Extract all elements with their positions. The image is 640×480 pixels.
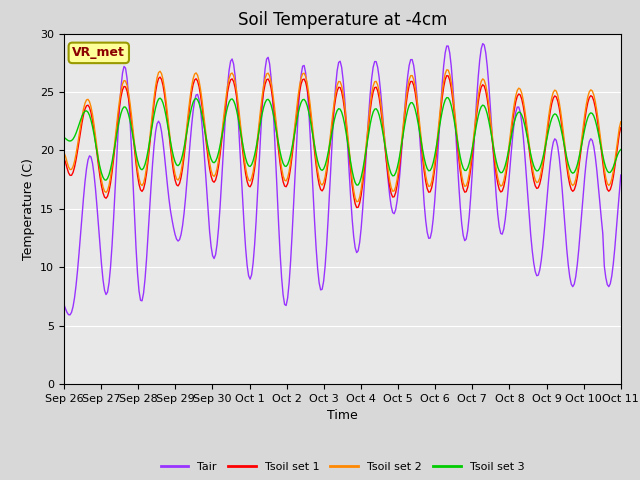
Tsoil set 1 [152,89,159,95]
Tsoil set 1 [248,181,255,187]
Tair [617,172,625,178]
Tsoil set 2 [131,142,138,147]
Tsoil set 3 [131,143,138,148]
X-axis label: Time: Time [327,409,358,422]
Tsoil set 1 [344,137,351,143]
Tsoil set 3 [60,134,68,140]
Tair [608,273,616,279]
Tsoil set 3 [617,147,625,153]
Title: Soil Temperature at -4cm: Soil Temperature at -4cm [237,11,447,29]
Tsoil set 3 [353,182,360,188]
Line: Tsoil set 2: Tsoil set 2 [64,70,621,202]
Tsoil set 1 [443,73,451,79]
Tsoil set 3 [443,95,451,100]
Tsoil set 1 [353,204,360,210]
Line: Tair: Tair [64,44,621,315]
Tsoil set 1 [472,124,479,130]
Tsoil set 2 [248,175,255,181]
Tair [479,41,486,47]
Tair [60,302,68,308]
Tsoil set 3 [248,162,255,168]
Tair [153,121,161,127]
Tsoil set 2 [443,67,451,73]
Tsoil set 3 [344,140,351,145]
Tsoil set 1 [617,125,625,131]
Line: Tsoil set 1: Tsoil set 1 [64,76,621,207]
Tair [346,169,353,175]
Tsoil set 2 [617,119,625,125]
Tsoil set 3 [472,129,479,134]
Tsoil set 2 [472,119,479,124]
Legend: Tair, Tsoil set 1, Tsoil set 2, Tsoil set 3: Tair, Tsoil set 1, Tsoil set 2, Tsoil se… [156,457,529,477]
Tsoil set 2 [152,84,159,89]
Tsoil set 2 [353,199,360,204]
Tsoil set 1 [608,182,616,188]
Tsoil set 3 [152,105,159,111]
Tsoil set 1 [131,147,138,153]
Tair [66,312,74,318]
Y-axis label: Temperature (C): Temperature (C) [22,158,35,260]
Tsoil set 2 [344,131,351,137]
Tsoil set 3 [608,168,616,173]
Tair [470,145,477,151]
Line: Tsoil set 3: Tsoil set 3 [64,97,621,185]
Tsoil set 2 [60,150,68,156]
Tair [249,260,257,266]
Tsoil set 1 [60,156,68,161]
Tair [132,245,140,251]
Text: VR_met: VR_met [72,47,125,60]
Tsoil set 2 [608,176,616,182]
